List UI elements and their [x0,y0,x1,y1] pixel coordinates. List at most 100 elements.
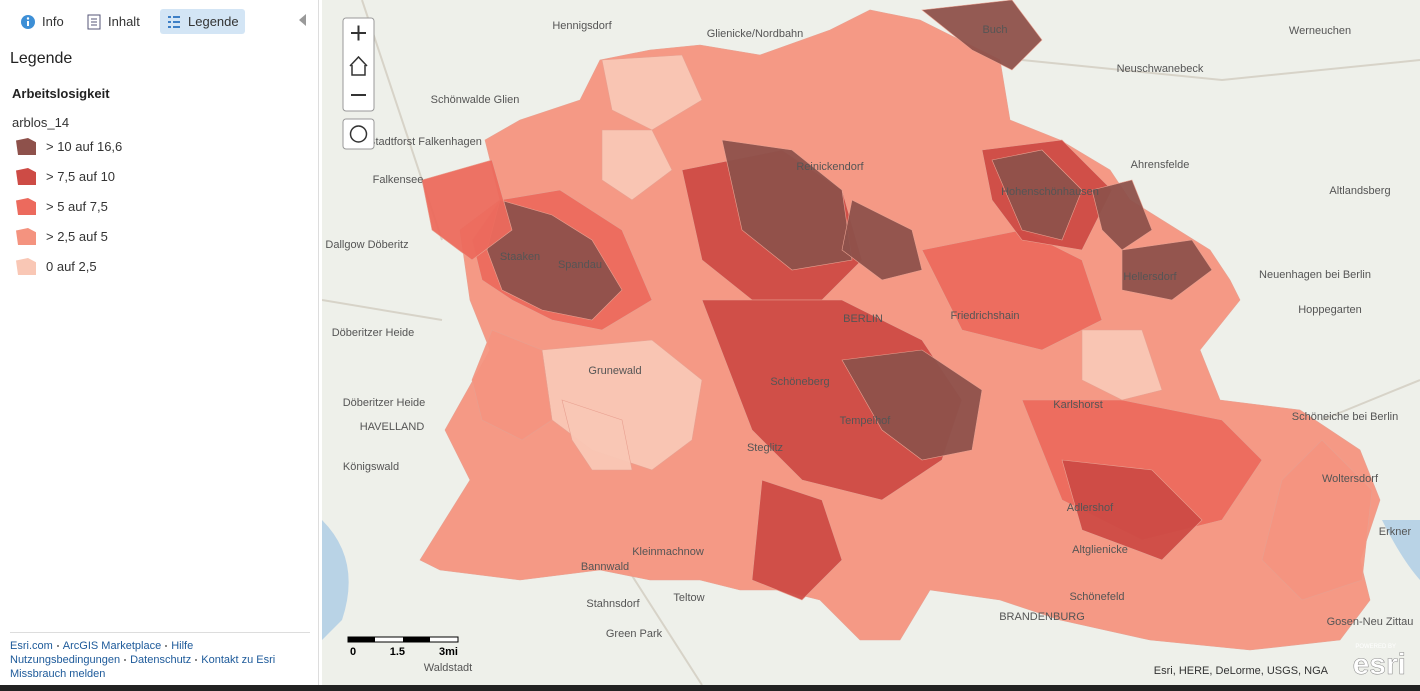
separator [124,659,127,662]
place-label: Hoppegarten [1298,304,1362,316]
district-area [421,159,513,261]
tab-content[interactable]: Inhalt [80,9,146,34]
district-area [561,399,633,471]
district-area [841,349,983,461]
place-label: BRANDENBURG [999,611,1085,623]
footer-link[interactable]: Esri.com [10,640,53,652]
place-label: Reinickendorf [796,161,864,173]
attribution: Esri, HERE, DeLorme, USGS, NGA [1154,665,1329,677]
scale-labels: 0 1.5 3mi [350,646,458,658]
roads [322,0,1420,685]
district-area [1061,459,1203,561]
legend-item: > 7,5 auf 10 [16,168,115,185]
tab-label: Legende [188,14,239,29]
legend-label: > 2,5 auf 5 [46,229,108,244]
district-area [1121,239,1213,301]
scale-bar [347,636,459,643]
district-area [841,199,923,281]
place-label: Adlershof [1067,502,1114,514]
place-label: Woltersdorf [1322,473,1379,485]
legend-swatch [16,168,36,185]
place-label: Karlshorst [1053,399,1103,411]
tab-label: Inhalt [108,14,140,29]
place-label: Hellersdorf [1123,271,1177,283]
district-area [721,139,853,271]
map: Hennigsdorf Glienicke/Nordbahn Werneuchen N… [322,0,1420,685]
place-label: HAVELLAND [360,421,425,433]
zoom-in[interactable] [351,25,366,41]
collapse-button[interactable] [299,14,307,26]
place-label: Staaken [500,251,540,263]
info-icon [21,14,35,29]
place-label: BERLIN [843,313,883,325]
legend-swatch [16,138,36,155]
place-label: Ahrensfelde [1131,159,1190,171]
bottom-strip [0,685,1420,691]
place-label: Tempelhof [840,415,892,427]
place-label: Schöneiche bei Berlin [1292,411,1398,423]
district-area [486,199,623,321]
place-label: Königswald [343,461,399,473]
footer-link[interactable]: Datenschutz [130,654,192,666]
tab-info[interactable]: Info [14,9,70,34]
legend-swatch [16,258,36,275]
district-area [601,129,673,201]
home-button[interactable] [349,55,368,76]
place-label: Glienicke/Nordbahn [707,28,804,40]
district-area [601,54,703,131]
place-label: Steglitz [747,442,783,454]
locate-box [342,118,375,150]
footer-link[interactable]: Kontakt zu Esri [201,654,276,666]
separator [195,659,198,662]
district-area [1091,179,1153,251]
place-label: Schöneberg [770,376,829,388]
district-area [1261,439,1373,601]
footer-link[interactable]: Hilfe [171,640,194,652]
place-label: Kleinmachnow [632,546,704,558]
zoom-controls [342,17,375,150]
district-area [471,329,553,441]
scale-label: 0 [350,646,356,658]
content-icon [87,14,101,29]
place-label: Schönwalde Glien [431,94,520,106]
place-label: Altglienicke [1072,544,1128,556]
place-label: Erkner [1379,526,1412,538]
district-area [751,479,843,601]
footer-link[interactable]: Nutzungsbedingungen [10,654,121,666]
panel-title: Legende [10,50,73,67]
field-name: arblos_14 [12,115,70,130]
tab-legend[interactable]: Legende [160,9,245,34]
legend-label: 0 auf 2,5 [46,259,97,274]
footer-link[interactable]: Missbrauch melden [10,668,106,680]
place-label: Stahnsdorf [586,598,640,610]
logo-caption: POWERED BY [1355,644,1396,650]
legend-icon [168,15,180,28]
legend-swatch [16,228,36,245]
scale-label: 3mi [439,646,458,658]
place-label: Döberitzer Heide [343,397,426,409]
districts [419,0,1381,651]
place-label: Döberitzer Heide [332,327,415,339]
legend-item: > 2,5 auf 5 [16,228,108,245]
map-labels: Hennigsdorf Glienicke/Nordbahn Werneuchen N… [325,20,1413,674]
sidebar: Info Inhalt Legende Legende Arbeitslosig… [0,0,319,685]
footer-link[interactable]: ArcGIS Marketplace [62,640,162,652]
legend-label: > 7,5 auf 10 [46,169,116,184]
place-label: Bannwald [581,561,629,573]
place-label: Altlandsberg [1329,185,1390,197]
locate-button[interactable] [349,125,368,143]
place-label: Dallgow Döberitz [325,239,408,251]
logo: esri [1353,648,1406,681]
place-label: Gosen-Neu Zittau [1327,616,1414,628]
place-label: Spandau [558,259,602,271]
place-label: Buch [982,24,1007,36]
scale-label: 1.5 [390,646,405,658]
place-label: Friedrichshain [950,310,1019,322]
place-label: Teltow [673,592,704,604]
zoom-box [342,17,375,112]
tab-label: Info [42,14,64,29]
layer-name: Arbeitslosigkeit [12,86,110,101]
separator [165,645,168,648]
district-area [921,0,1043,71]
